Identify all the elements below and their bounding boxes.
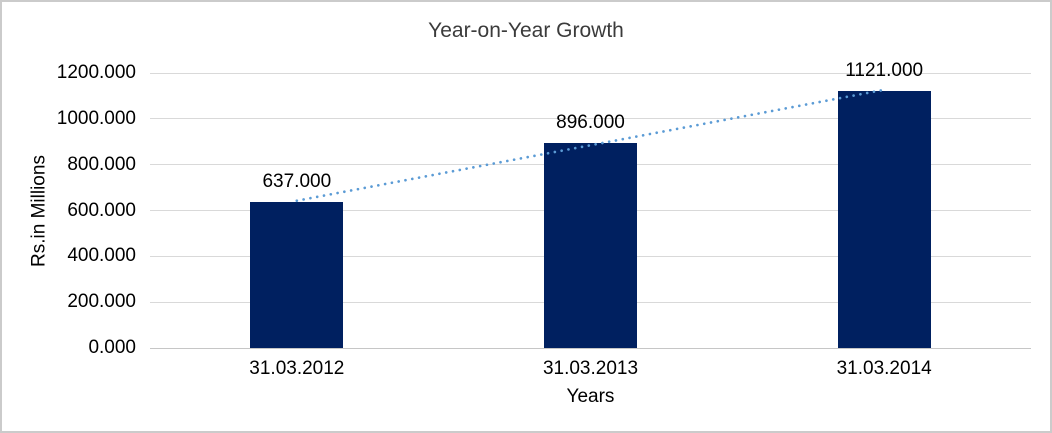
y-tick-label: 600.000 <box>67 199 136 221</box>
bar-31.03.2013 <box>544 142 637 348</box>
y-tick-label: 1200.000 <box>56 62 136 83</box>
x-axis-title: Years <box>566 386 615 407</box>
y-tick-label: 200.000 <box>67 291 136 313</box>
gridline <box>150 72 1031 74</box>
bar-value-label: 896.000 <box>556 111 625 133</box>
trendline <box>295 88 886 203</box>
y-tick-label: 400.000 <box>67 245 136 267</box>
bar-value-label: 637.000 <box>262 171 332 193</box>
plot-area <box>150 72 1031 349</box>
y-tick-label: 800.000 <box>67 153 136 175</box>
y-tick-label: 0.000 <box>88 337 136 358</box>
y-tick-label: 1000.000 <box>56 107 136 129</box>
bar-value-label: 1121.000 <box>845 60 924 82</box>
gridline <box>150 118 1031 120</box>
bar-31.03.2012 <box>250 202 344 348</box>
x-tick-label: 31.03.2012 <box>249 358 345 379</box>
x-tick-label: 31.03.2013 <box>542 358 639 379</box>
bar-31.03.2014 <box>837 91 931 348</box>
x-tick-label: 31.03.2014 <box>836 358 932 379</box>
x-axis-line <box>150 347 1031 349</box>
chart-title: Year-on-Year Growth <box>428 19 624 42</box>
